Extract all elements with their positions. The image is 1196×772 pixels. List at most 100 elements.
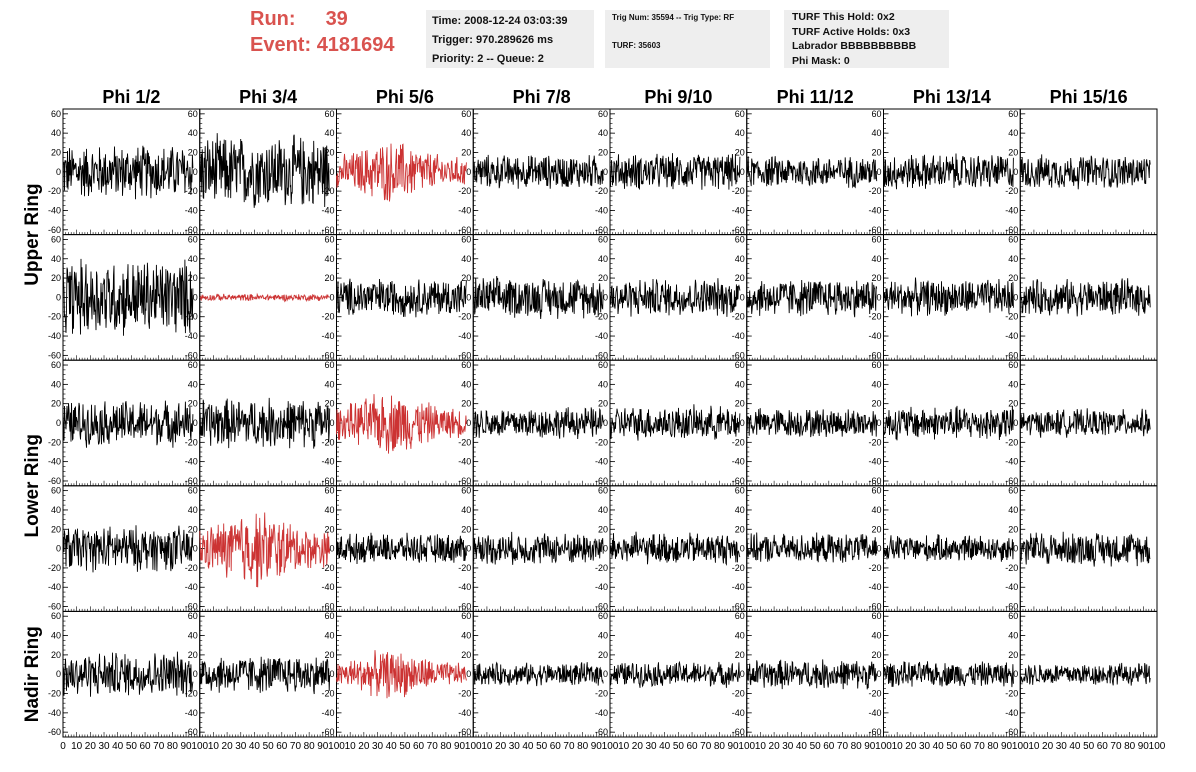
x-tick-label: 80 [304, 741, 316, 752]
waveform-trace [609, 278, 741, 317]
x-tick-label: 20 [632, 741, 644, 752]
y-tick-label: 60 [324, 360, 334, 370]
waveform-trace [199, 656, 331, 695]
y-tick-label: 20 [735, 524, 745, 534]
y-tick-label: -20 [732, 312, 745, 322]
waveform-trace [883, 153, 1014, 190]
y-tick-label: 40 [324, 128, 334, 138]
y-tick-label: 60 [871, 234, 881, 244]
y-tick-label: -20 [595, 689, 608, 699]
y-tick-label: 60 [735, 109, 745, 119]
x-tick-label: 80 [714, 741, 726, 752]
y-tick-label: -20 [321, 437, 334, 447]
y-tick-label: 60 [871, 486, 881, 496]
x-tick-label: 40 [796, 741, 808, 752]
run-event-box: Run: 39 Event: 4181694 [250, 6, 395, 58]
y-tick-label: 0 [876, 418, 881, 428]
trig-num-text: Trig Num: 35594 -- Trig Type: RF [612, 13, 735, 22]
y-tick-label: -40 [458, 457, 471, 467]
y-tick-label: 60 [324, 234, 334, 244]
y-tick-label: 60 [1008, 360, 1018, 370]
waveform-trace [609, 531, 741, 566]
x-tick-label: 90 [1001, 741, 1013, 752]
event-value: 4181694 [316, 34, 395, 56]
waveform-trace [1019, 408, 1151, 438]
y-tick-label: 40 [188, 631, 198, 641]
x-tick-label: 10 [618, 741, 630, 752]
x-tick-label: 80 [577, 741, 589, 752]
x-tick-label: 10 [1028, 741, 1040, 752]
x-tick-label: 60 [139, 741, 151, 752]
x-tick-label: 10 [71, 741, 83, 752]
y-tick-label: 0 [740, 167, 745, 177]
y-tick-label: 20 [188, 147, 198, 157]
y-tick-label: -40 [185, 708, 198, 718]
y-tick-label: 60 [461, 234, 471, 244]
y-tick-label: -60 [185, 476, 198, 486]
y-tick-label: 20 [598, 650, 608, 660]
y-tick-label: -20 [1005, 689, 1018, 699]
y-tick-label: 60 [324, 486, 334, 496]
y-tick-label: 40 [51, 128, 61, 138]
waveform-trace [336, 143, 467, 202]
y-tick-label: 0 [740, 669, 745, 679]
y-tick-label: -60 [732, 727, 745, 737]
x-tick-label: 80 [440, 741, 452, 752]
x-tick-label: 70 [153, 741, 165, 752]
x-tick-label: 100 [738, 741, 755, 752]
y-tick-label: 20 [598, 147, 608, 157]
y-tick-label: 20 [51, 147, 61, 157]
waveform-trace [746, 532, 878, 563]
y-tick-label: -60 [1005, 225, 1018, 235]
y-tick-label: -60 [868, 476, 881, 486]
x-tick-label: 70 [563, 741, 575, 752]
y-tick-label: 20 [188, 399, 198, 409]
y-tick-label: -60 [868, 727, 881, 737]
turf-text: TURF: 35603 [612, 41, 661, 50]
y-tick-label: 20 [324, 650, 334, 660]
trigger-info-box: Time: 2008-12-24 03:03:39 Trigger: 970.2… [426, 10, 594, 68]
x-tick-label: 80 [851, 741, 863, 752]
x-tick-label: 40 [522, 741, 534, 752]
x-tick-label: 90 [864, 741, 876, 752]
y-tick-label: -60 [321, 225, 334, 235]
y-tick-label: 20 [461, 650, 471, 660]
y-tick-label: -40 [185, 331, 198, 341]
phi-mask-text: Phi Mask: 0 [792, 54, 850, 67]
x-tick-label: 30 [98, 741, 110, 752]
x-tick-label: 10 [481, 741, 493, 752]
y-tick-label: 40 [598, 505, 608, 515]
x-tick-label: 100 [465, 741, 482, 752]
waveform-trace [62, 255, 194, 336]
x-tick-label: 60 [413, 741, 425, 752]
x-tick-label: 100 [1149, 741, 1166, 752]
y-tick-label: -40 [458, 205, 471, 215]
y-tick-label: -60 [185, 602, 198, 612]
x-tick-label: 50 [1083, 741, 1095, 752]
y-tick-label: -60 [732, 602, 745, 612]
y-tick-label: 40 [871, 128, 881, 138]
y-tick-label: -20 [458, 563, 471, 573]
waveform-trace [336, 278, 467, 318]
y-tick-label: 40 [735, 254, 745, 264]
run-value: 39 [325, 8, 348, 30]
y-tick-label: -20 [868, 437, 881, 447]
y-tick-label: 20 [461, 399, 471, 409]
y-tick-label: -20 [185, 689, 198, 699]
y-tick-label: 40 [461, 505, 471, 515]
y-tick-label: -40 [48, 457, 61, 467]
y-tick-label: -60 [48, 476, 61, 486]
y-tick-label: 40 [871, 379, 881, 389]
turf-active-holds-text: TURF Active Holds: 0x3 [792, 25, 911, 38]
y-tick-label: -40 [732, 708, 745, 718]
x-tick-label: 100 [328, 741, 345, 752]
turf-info-box: TURF This Hold: 0x2 TURF Active Holds: 0… [784, 10, 949, 68]
y-tick-label: -40 [48, 582, 61, 592]
y-tick-label: -40 [321, 205, 334, 215]
x-tick-label: 60 [960, 741, 972, 752]
y-tick-label: 0 [1013, 167, 1018, 177]
y-tick-label: 60 [871, 611, 881, 621]
x-tick-label: 90 [317, 741, 329, 752]
y-tick-label: 20 [871, 147, 881, 157]
